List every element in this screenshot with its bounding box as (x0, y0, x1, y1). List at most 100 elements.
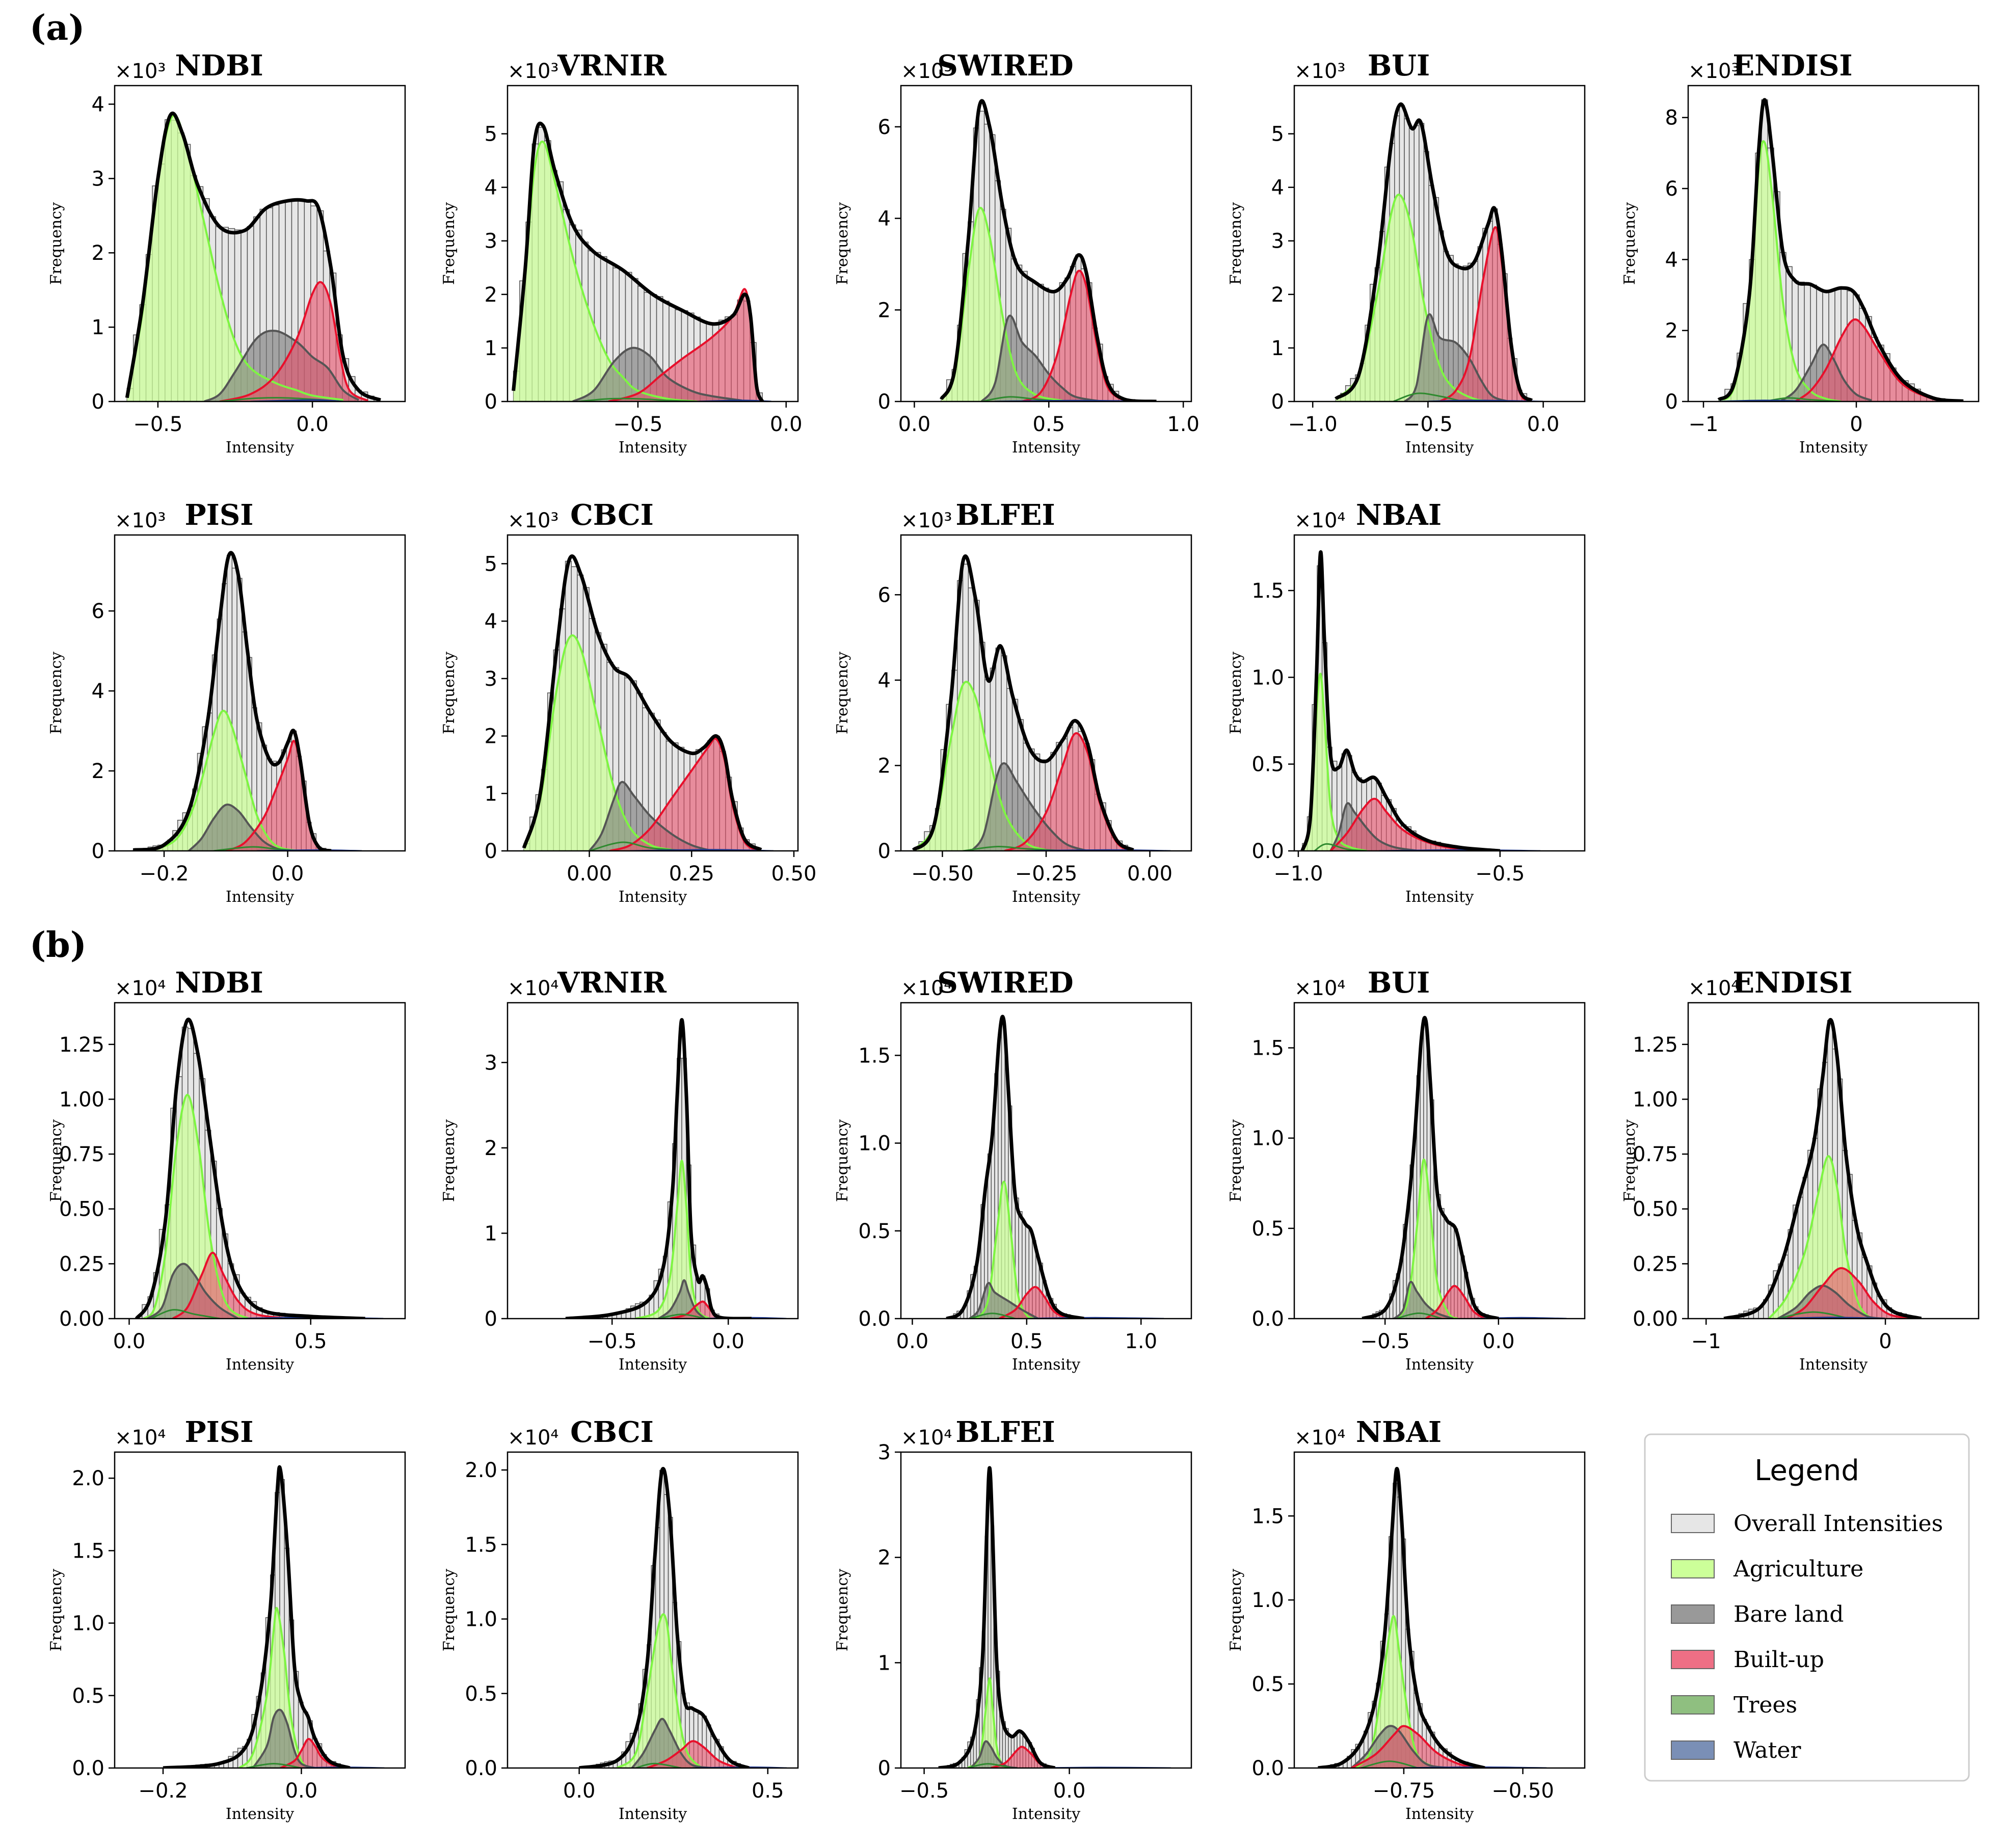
plot-area (1717, 98, 1964, 401)
kde-line-bare (252, 1708, 316, 1768)
axes-frame (900, 1451, 1192, 1769)
axes-frame (1293, 85, 1586, 403)
area-built (1351, 1726, 1485, 1768)
area-agriculture (144, 1094, 249, 1319)
axis-multiplier: ×10³ (901, 60, 952, 83)
x-tick-label: 0.00 (1127, 862, 1172, 886)
y-tick-label: 4 (1665, 248, 1678, 272)
legend-label: Trees (1734, 1692, 1797, 1718)
plot-area (1317, 1467, 1547, 1768)
x-tick-label: −0.75 (1373, 1779, 1435, 1803)
axis-multiplier: ×10³ (115, 60, 166, 83)
kde-line-overall (1300, 550, 1501, 851)
subplot-b-ndbi: 0.00 0.25 0.50 0.75 1.00 1.25 0.0 0.5 NDBI ×10⁴ In… (47, 966, 406, 1374)
legend-label: Agriculture (1733, 1556, 1863, 1582)
y-tick-label: 0 (1665, 390, 1678, 414)
subplot-a-bui: 0 1 2 3 4 5 −1.0 −0.5 0.0 BUI ×10³ Intensity Frequen… (1227, 49, 1586, 457)
x-axis-label: Intensity (1012, 888, 1080, 906)
x-tick-label: 0.0 (1527, 413, 1560, 436)
y-tick-label: 1.0 (72, 1612, 104, 1636)
x-tick-label: −1 (1691, 1330, 1721, 1353)
plot-area (565, 1018, 787, 1319)
subplot-title: PISI (185, 498, 254, 532)
kde-line-overall (912, 554, 1134, 851)
subplot-a-ndbi: 0 1 2 3 4 −0.5 0.0 NDBI ×10³ Intensity Frequency (47, 49, 406, 457)
area-agriculture (617, 1614, 711, 1768)
area-built (1440, 227, 1532, 401)
x-axis-label: Intensity (1799, 1356, 1868, 1374)
area-agriculture (1336, 195, 1498, 401)
kde-line-agriculture (1395, 1159, 1458, 1319)
kde-line-overall (1334, 102, 1533, 401)
x-tick-label: 1.0 (1167, 413, 1200, 436)
y-tick-label: 3 (485, 1051, 497, 1075)
y-tick-label: 0 (878, 840, 891, 863)
legend-swatch (1671, 1650, 1715, 1669)
kde-line-built (1351, 1725, 1485, 1768)
y-tick-label: 0 (92, 390, 104, 414)
y-tick-label: 1.00 (1633, 1088, 1678, 1111)
legend-entry-bare-land: Bare land (1671, 1601, 1844, 1627)
axis-multiplier: ×10⁴ (1294, 1426, 1345, 1450)
y-tick-label: 1.0 (858, 1132, 891, 1156)
legend-entry-trees: Trees (1671, 1692, 1797, 1718)
x-tick-label: 0.0 (563, 1779, 596, 1803)
area-bare (253, 1709, 315, 1768)
area-built (647, 1741, 738, 1768)
axis-multiplier: ×10⁴ (115, 1426, 166, 1450)
legend-entry-water: Water (1671, 1737, 1801, 1763)
y-tick-label: 4 (92, 680, 104, 703)
y-tick-label: 2 (878, 1546, 891, 1570)
area-built (1004, 733, 1133, 851)
area-agriculture (913, 682, 1046, 851)
plot-area (946, 1014, 1164, 1319)
x-tick-label: −0.5 (588, 1330, 637, 1353)
y-axis-label: Frequency (834, 1119, 851, 1202)
axis-multiplier: ×10⁴ (508, 1426, 558, 1450)
x-tick-label: 0.50 (771, 862, 816, 886)
legend-swatch (1671, 1514, 1715, 1533)
x-axis-label: Intensity (1405, 1356, 1474, 1374)
plot-area (1300, 550, 1540, 851)
subplot-b-vrnir: 0 1 2 3 −0.5 0.0 VRNIR×10⁴ Intensity Frequency (440, 966, 799, 1374)
kde-line-trees (1396, 1312, 1442, 1319)
subplot-title: CBCI (570, 1415, 654, 1449)
legend-label: Bare land (1734, 1601, 1844, 1627)
subplot-b-swired: 0.0 0.5 1.0 1.5 0.0 0.5 1.0 SWIRED×10⁴ Intensity… (834, 966, 1192, 1374)
area-bare (589, 782, 712, 851)
y-tick-label: 2 (92, 760, 104, 783)
x-tick-label: 0.0 (272, 862, 304, 886)
area-agriculture (524, 635, 672, 851)
y-axis-label: Frequency (440, 652, 458, 734)
kde-line-built (280, 1738, 350, 1768)
plot-area (912, 554, 1171, 851)
x-axis-label: Intensity (1799, 439, 1868, 457)
plot-area (125, 111, 381, 401)
plot-area (1723, 1017, 1922, 1319)
y-tick-label: 2 (1271, 283, 1284, 307)
axis-multiplier: ×10³ (508, 60, 558, 83)
kde-line-bare (588, 781, 712, 851)
y-tick-label: 0.0 (1251, 840, 1284, 863)
y-tick-label: 6 (92, 600, 104, 623)
legend: Legend Overall Intensities Agriculture Bar… (1644, 1433, 1970, 1782)
kde-line-built (647, 1740, 738, 1768)
subplot-title: NBAI (1356, 498, 1442, 532)
x-tick-label: 0.0 (898, 413, 931, 436)
area-built (608, 289, 763, 401)
x-axis-label: Intensity (1405, 439, 1474, 457)
kde-line-overall (132, 551, 332, 851)
y-tick-label: 1.5 (1251, 579, 1284, 603)
axes-frame (1687, 1002, 1980, 1320)
x-axis-label: Intensity (619, 1356, 687, 1374)
x-tick-label: 0 (1850, 413, 1862, 436)
subplot-a-cbci: 0 1 2 3 4 5 0.00 0.25 0.50 CBCI ×10³ Intensity Frequ… (440, 498, 817, 906)
kde-line-overall (946, 1014, 1084, 1319)
y-tick-label: 1 (485, 782, 497, 806)
kde-line-overall (938, 1466, 1056, 1768)
kde-line-overall (1717, 98, 1964, 401)
y-tick-label: 0.75 (59, 1143, 104, 1166)
x-tick-label: 0.5 (295, 1330, 327, 1353)
y-tick-label: 1.00 (59, 1088, 104, 1111)
y-tick-label: 0.75 (1633, 1143, 1678, 1166)
